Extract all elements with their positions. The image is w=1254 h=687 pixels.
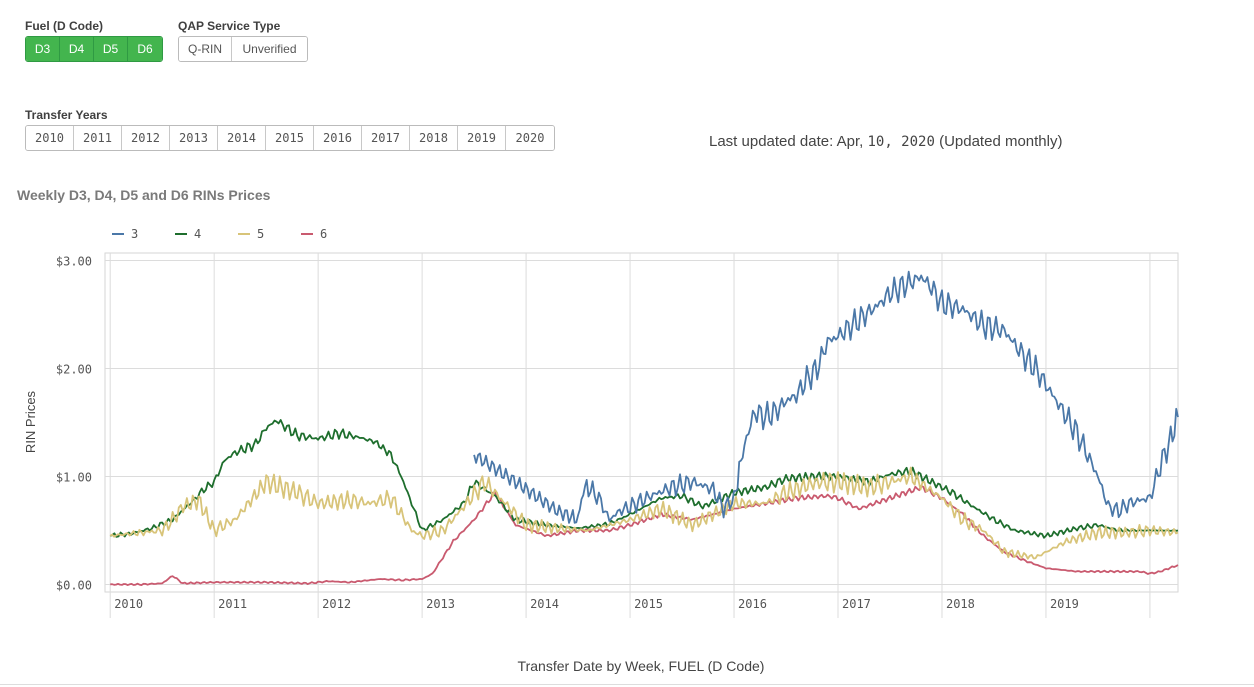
updated-suffix: (Updated monthly) [934, 133, 1063, 150]
legend-label-3[interactable]: 3 [131, 227, 138, 241]
updated-prefix: Last updated date: Apr, [709, 133, 868, 150]
legend-label-6[interactable]: 6 [320, 227, 327, 241]
plot-frame [104, 252, 1179, 593]
series-line-4 [109, 419, 1179, 539]
qap-filter-label: QAP Service Type [178, 19, 281, 33]
y-tick-label: $0.00 [56, 578, 92, 592]
y-axis-label: RIN Prices [23, 390, 38, 453]
year-option-2020[interactable]: 2020 [506, 126, 554, 150]
x-axis-ticks: 2010 2011 2012 2013 2014 2015 2016 2017 2018 2019 [114, 597, 1079, 611]
years-filter-label: Transfer Years [25, 108, 108, 122]
years-filter-group: 2010 2011 2012 2013 2014 2015 2016 2017 … [25, 125, 555, 151]
year-option-2013[interactable]: 2013 [170, 126, 218, 150]
x-tick-label: 2014 [530, 597, 559, 611]
fuel-option-d4[interactable]: D4 [60, 37, 94, 61]
fuel-option-d3[interactable]: D3 [26, 37, 60, 61]
x-tick-label: 2013 [426, 597, 455, 611]
updated-date: 10, 2020 [867, 134, 935, 150]
legend-label-4[interactable]: 4 [194, 227, 201, 241]
year-option-2010[interactable]: 2010 [26, 126, 74, 150]
chart-grid [104, 252, 1179, 618]
year-option-2018[interactable]: 2018 [410, 126, 458, 150]
series-line-6 [110, 485, 1179, 586]
qap-filter-group: Q-RIN Unverified [178, 36, 308, 62]
year-option-2016[interactable]: 2016 [314, 126, 362, 150]
x-tick-label: 2016 [738, 597, 767, 611]
x-tick-label: 2010 [114, 597, 143, 611]
year-option-2011[interactable]: 2011 [74, 126, 122, 150]
fuel-filter-group: D3 D4 D5 D6 [25, 36, 163, 62]
y-tick-label: $1.00 [56, 470, 92, 484]
year-option-2012[interactable]: 2012 [122, 126, 170, 150]
chart-legend: 3 4 5 6 [112, 227, 327, 241]
legend-label-5[interactable]: 5 [257, 227, 264, 241]
bottom-divider [0, 684, 1254, 685]
fuel-option-d5[interactable]: D5 [94, 37, 128, 61]
last-updated-text: Last updated date: Apr, 10, 2020 (Update… [709, 133, 1062, 150]
series-line-5 [109, 466, 1179, 560]
x-tick-label: 2012 [322, 597, 351, 611]
qap-option-q-rin[interactable]: Q-RIN [179, 37, 232, 61]
year-option-2017[interactable]: 2017 [362, 126, 410, 150]
y-tick-label: $3.00 [56, 255, 92, 269]
x-tick-label: 2017 [842, 597, 871, 611]
fuel-option-d6[interactable]: D6 [128, 37, 162, 61]
series-line-3 [473, 270, 1179, 524]
y-axis-ticks: $0.00 $1.00 $2.00 $3.00 [56, 255, 92, 593]
year-option-2015[interactable]: 2015 [266, 126, 314, 150]
chart-series [109, 270, 1179, 586]
year-option-2019[interactable]: 2019 [458, 126, 506, 150]
x-tick-label: 2019 [1050, 597, 1079, 611]
x-tick-label: 2015 [634, 597, 663, 611]
x-tick-label: 2018 [946, 597, 975, 611]
year-option-2014[interactable]: 2014 [218, 126, 266, 150]
y-tick-label: $2.00 [56, 363, 92, 377]
x-axis-label: Transfer Date by Week, FUEL (D Code) [518, 658, 765, 674]
x-tick-label: 2011 [218, 597, 247, 611]
qap-option-unverified[interactable]: Unverified [232, 37, 307, 61]
fuel-filter-label: Fuel (D Code) [25, 19, 103, 33]
chart-title: Weekly D3, D4, D5 and D6 RINs Prices [17, 187, 271, 203]
